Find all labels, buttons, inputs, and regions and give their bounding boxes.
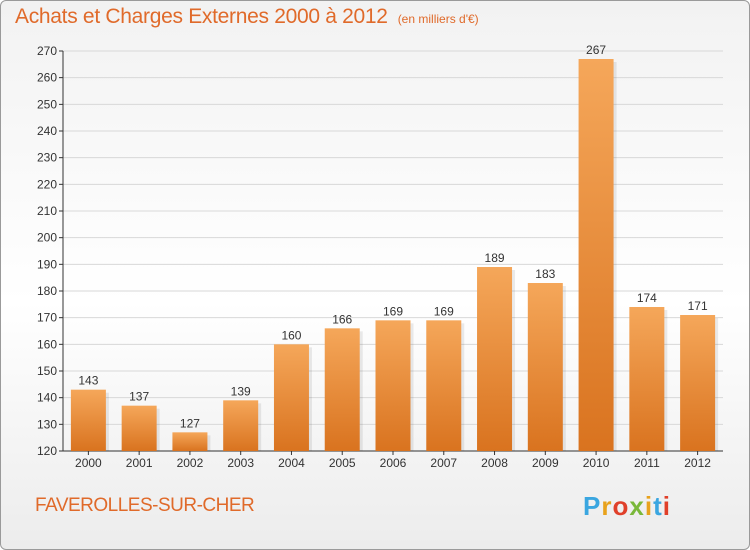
y-tick-label: 200 — [37, 231, 57, 245]
bar — [680, 315, 716, 451]
chart-title: Achats et Charges Externes 2000 à 2012 (e… — [15, 5, 479, 29]
y-tick-label: 240 — [37, 124, 57, 138]
bar-value-label: 160 — [281, 328, 301, 342]
bar — [172, 432, 208, 451]
y-tick-label: 210 — [37, 204, 57, 218]
x-tick-label: 2007 — [430, 456, 457, 470]
bar-value-label: 139 — [231, 384, 251, 398]
x-tick-label: 2001 — [126, 456, 153, 470]
bar-value-label: 171 — [688, 299, 708, 313]
bar — [527, 283, 563, 451]
y-tick-label: 190 — [37, 257, 57, 271]
bar — [223, 400, 259, 451]
bar — [324, 328, 360, 451]
y-tick-label: 130 — [37, 417, 57, 431]
bar — [629, 307, 665, 451]
x-tick-label: 2011 — [634, 456, 660, 470]
bar — [375, 320, 411, 451]
x-tick-label: 2006 — [380, 456, 407, 470]
proxiti-logo: Proxiti — [583, 491, 671, 521]
bar-value-label: 174 — [637, 291, 657, 305]
y-tick-label: 140 — [37, 391, 57, 405]
bar-value-label: 143 — [78, 374, 98, 388]
y-tick-label: 250 — [37, 97, 57, 111]
bar-value-label: 169 — [383, 304, 403, 318]
bar-value-label: 183 — [535, 267, 555, 281]
bar — [273, 344, 309, 451]
y-tick-label: 180 — [37, 284, 57, 298]
x-tick-label: 2010 — [583, 456, 610, 470]
x-tick-label: 2012 — [684, 456, 711, 470]
x-tick-label: 2009 — [532, 456, 559, 470]
x-tick-label: 2008 — [481, 456, 508, 470]
bar — [70, 389, 106, 451]
bar — [426, 320, 462, 451]
x-tick-label: 2002 — [177, 456, 204, 470]
chart-unit: (en milliers d'€) — [397, 12, 479, 26]
y-tick-label: 170 — [37, 311, 57, 325]
bar — [121, 405, 157, 451]
x-tick-label: 2004 — [278, 456, 305, 470]
y-tick-label: 160 — [37, 337, 57, 351]
bar-value-label: 169 — [434, 304, 454, 318]
y-tick-label: 260 — [37, 71, 57, 85]
bar-value-label: 127 — [180, 416, 200, 430]
y-tick-label: 150 — [37, 364, 57, 378]
bar-value-label: 166 — [332, 312, 352, 326]
y-tick-label: 120 — [37, 444, 57, 458]
bar-value-label: 189 — [485, 251, 505, 265]
x-tick-label: 2003 — [227, 456, 254, 470]
bar — [578, 59, 614, 451]
bar — [477, 267, 513, 451]
y-tick-label: 270 — [37, 44, 57, 58]
bar-value-label: 267 — [586, 43, 606, 57]
chart-title-text: Achats et Charges Externes 2000 à 2012 — [15, 5, 388, 28]
y-tick-label: 220 — [37, 177, 57, 191]
y-tick-label: 230 — [37, 151, 57, 165]
place-name: FAVEROLLES-SUR-CHER — [35, 495, 255, 516]
bar-value-label: 137 — [129, 390, 149, 404]
x-tick-label: 2000 — [75, 456, 102, 470]
x-tick-label: 2005 — [329, 456, 356, 470]
